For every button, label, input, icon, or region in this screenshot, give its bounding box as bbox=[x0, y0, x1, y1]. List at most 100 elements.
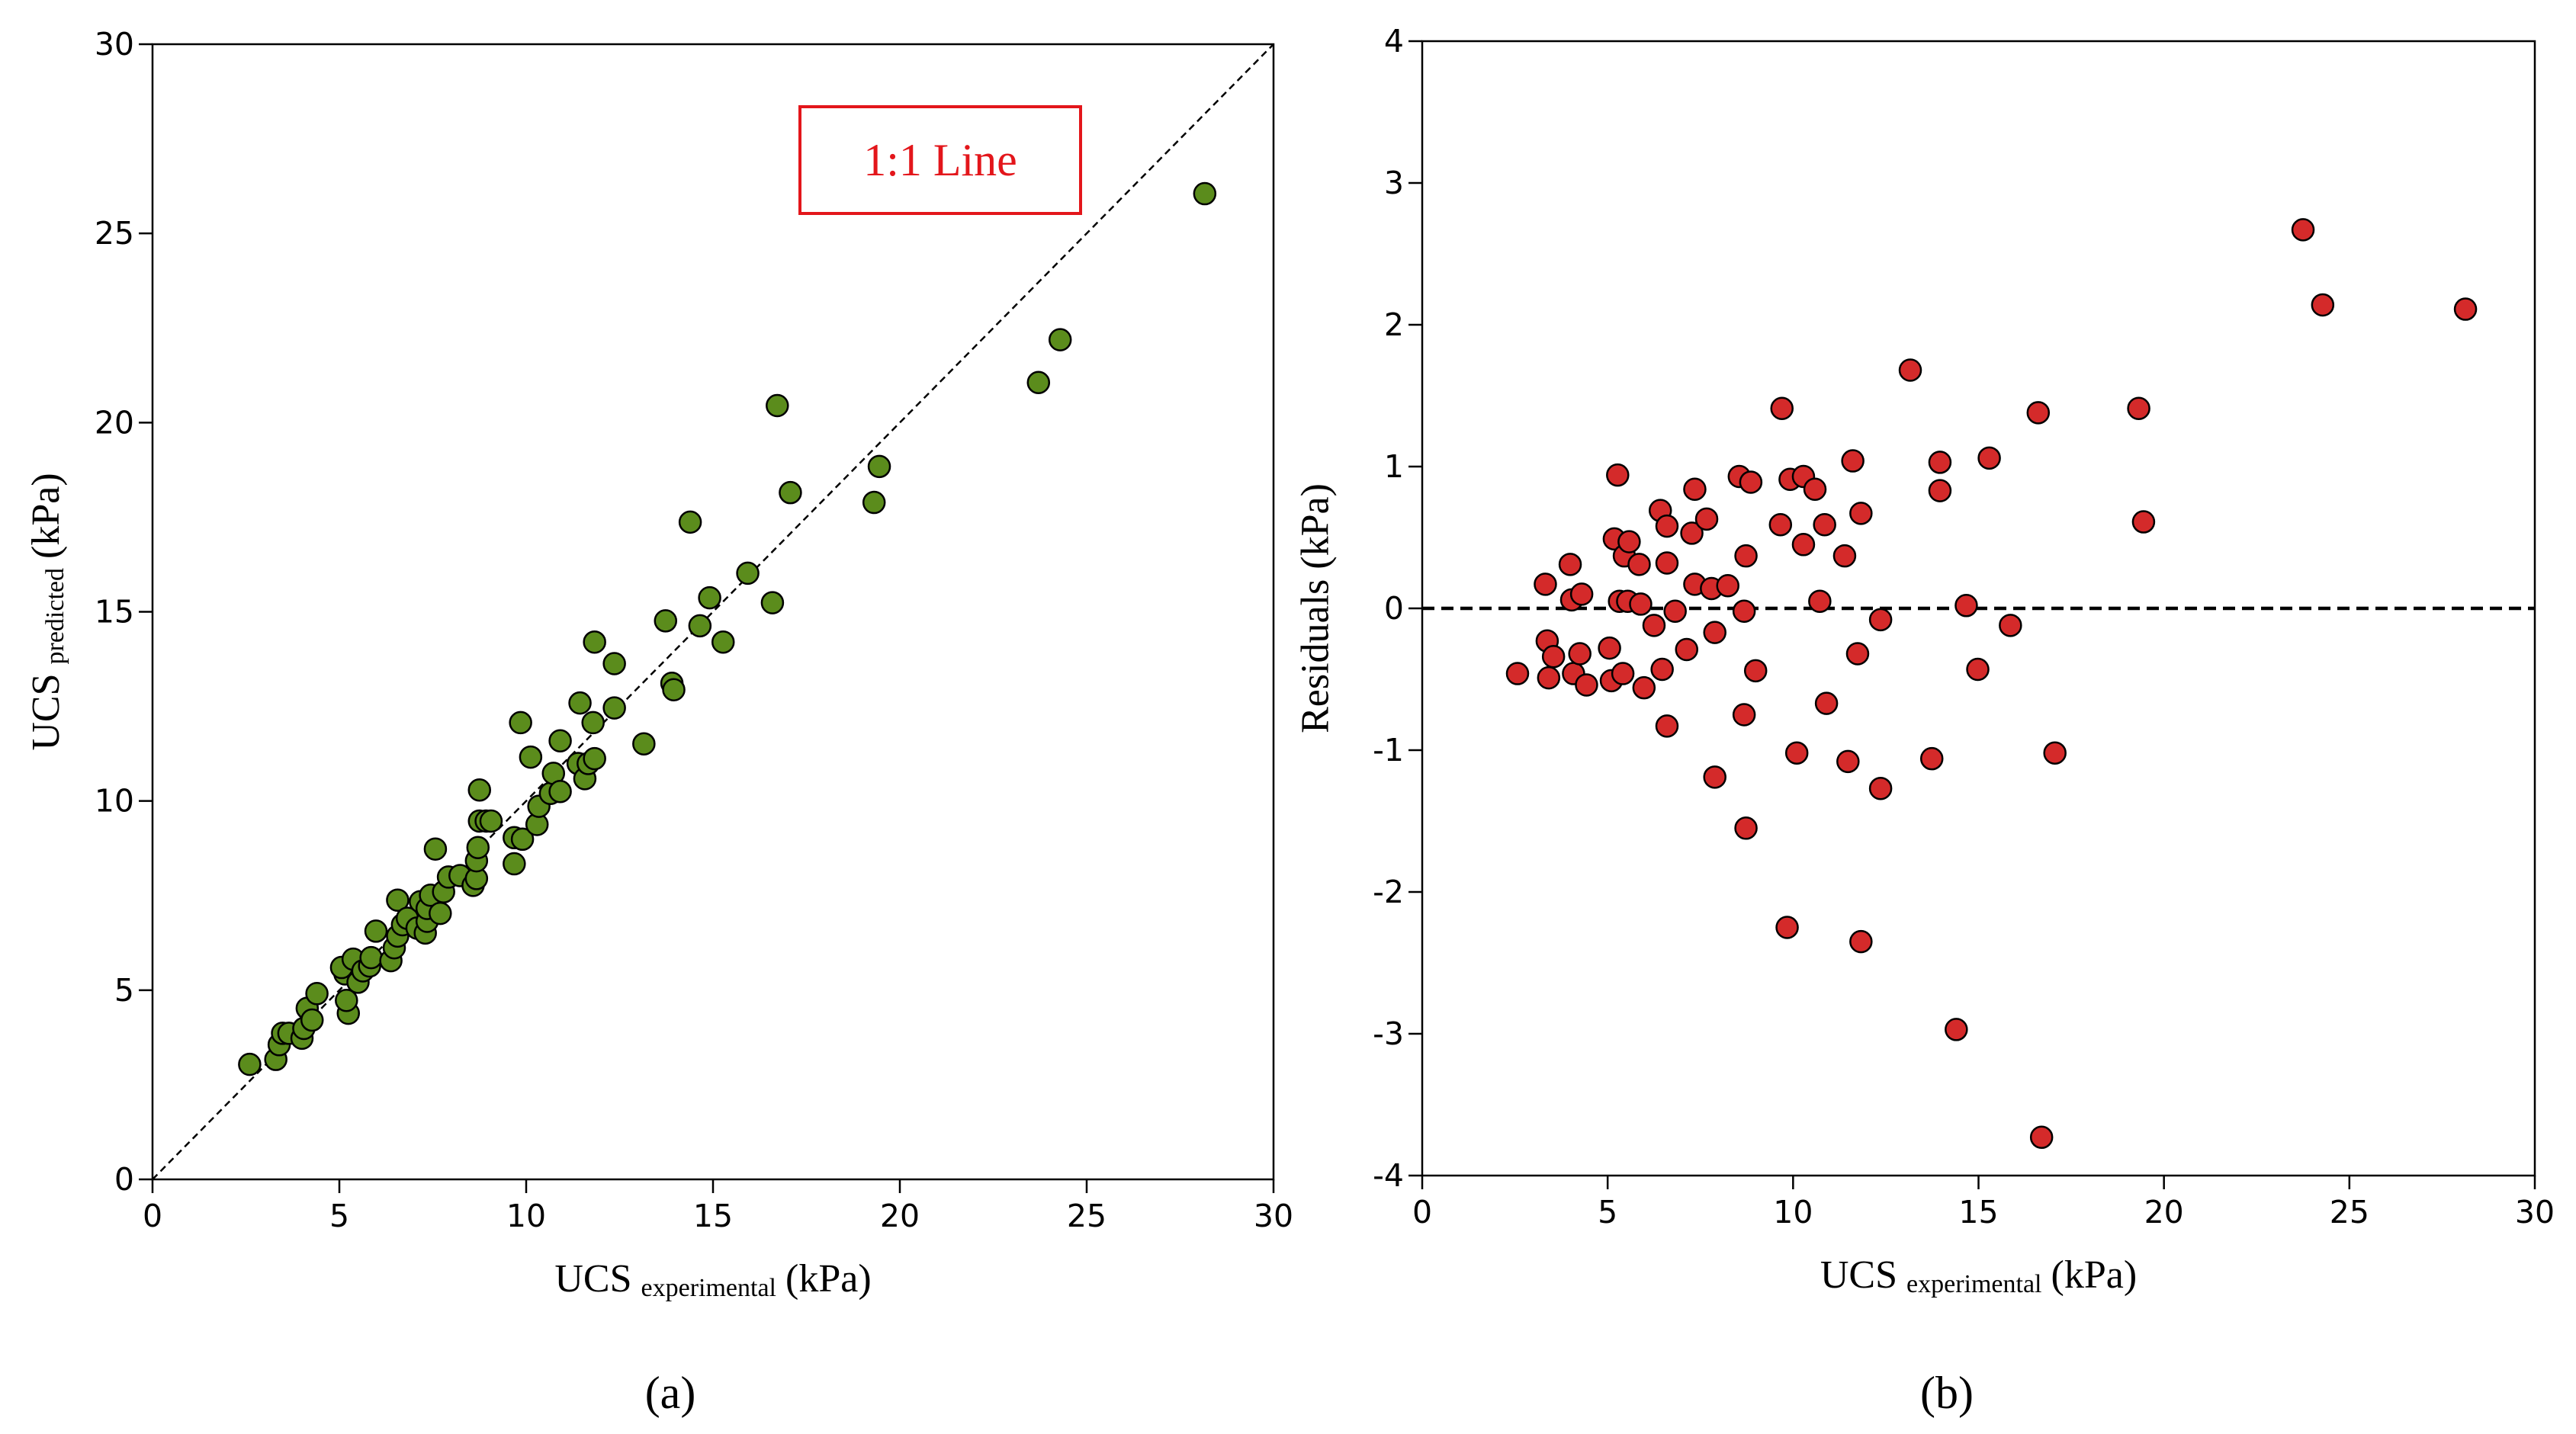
point bbox=[1808, 589, 1832, 613]
x-tick-label: 5 bbox=[1598, 1194, 1617, 1230]
point bbox=[1770, 396, 1794, 420]
point bbox=[1568, 642, 1592, 666]
point bbox=[1193, 181, 1217, 206]
point bbox=[1977, 446, 2001, 470]
point bbox=[1768, 513, 1793, 537]
point bbox=[1845, 642, 1870, 666]
point bbox=[1743, 659, 1768, 683]
point bbox=[1534, 573, 1557, 596]
point bbox=[1928, 451, 1952, 474]
y-axis-label: UCS predicted (kPa) bbox=[24, 473, 69, 750]
point bbox=[238, 1052, 262, 1076]
y-tick-label: 0 bbox=[114, 1161, 134, 1198]
point bbox=[581, 711, 605, 735]
point bbox=[335, 988, 358, 1012]
x-tick-label: 25 bbox=[1067, 1198, 1107, 1234]
point bbox=[2127, 396, 2150, 420]
point bbox=[364, 919, 388, 943]
point bbox=[1663, 599, 1687, 623]
x-axis-label-unit: (kPa) bbox=[785, 1257, 872, 1301]
point bbox=[1966, 657, 1990, 682]
point bbox=[2453, 297, 2478, 321]
point bbox=[1919, 746, 1944, 771]
point bbox=[466, 836, 490, 859]
point bbox=[1627, 553, 1651, 576]
y-axis-label: Residuals (kPa) bbox=[1294, 483, 1338, 733]
point bbox=[1813, 513, 1836, 537]
y-tick-label: 3 bbox=[1384, 165, 1404, 201]
point bbox=[1703, 621, 1726, 644]
point bbox=[2043, 741, 2067, 765]
point bbox=[698, 585, 721, 610]
point bbox=[1675, 637, 1699, 662]
point bbox=[509, 711, 532, 735]
point bbox=[1575, 673, 1598, 697]
point bbox=[1868, 776, 1893, 800]
point bbox=[1945, 1018, 1968, 1041]
point bbox=[1784, 741, 1809, 765]
point bbox=[2291, 218, 2315, 242]
x-axis-label-main: UCS bbox=[1820, 1253, 1897, 1297]
point bbox=[711, 630, 735, 654]
point bbox=[503, 852, 526, 876]
point bbox=[1703, 765, 1726, 789]
point bbox=[1716, 573, 1739, 598]
point bbox=[1558, 553, 1582, 576]
point bbox=[2311, 293, 2335, 317]
point bbox=[423, 837, 448, 861]
point bbox=[583, 630, 606, 654]
point bbox=[359, 945, 383, 970]
point bbox=[479, 809, 503, 833]
x-tick-label: 15 bbox=[1958, 1194, 1998, 1230]
point bbox=[1732, 599, 1756, 623]
point bbox=[1598, 636, 1621, 660]
point bbox=[548, 729, 572, 752]
point bbox=[1832, 544, 1857, 568]
point bbox=[1954, 594, 1978, 618]
panel-label: (a) bbox=[645, 1368, 696, 1418]
x-axis-label-sub: experimental bbox=[641, 1274, 776, 1302]
y-tick-label: 2 bbox=[1384, 306, 1404, 343]
x-tick-label: 20 bbox=[880, 1198, 920, 1234]
point bbox=[1650, 657, 1674, 682]
point bbox=[766, 393, 789, 418]
x-axis-label-main: UCS bbox=[554, 1257, 631, 1301]
point bbox=[1505, 662, 1530, 685]
y-tick-label: -4 bbox=[1373, 1157, 1404, 1194]
point bbox=[2131, 510, 2156, 534]
annotation: 1:1 Line bbox=[863, 135, 1017, 185]
point bbox=[1632, 675, 1656, 700]
point bbox=[1642, 614, 1666, 637]
point bbox=[1868, 608, 1893, 632]
point bbox=[1814, 691, 1839, 715]
x-tick-label: 15 bbox=[693, 1198, 733, 1234]
point bbox=[1734, 544, 1758, 568]
point bbox=[779, 480, 802, 505]
y-tick-label: 4 bbox=[1384, 23, 1404, 59]
y-tick-label: -2 bbox=[1373, 874, 1404, 910]
point bbox=[760, 591, 785, 614]
point bbox=[510, 827, 535, 852]
x-axis-label-unit: (kPa) bbox=[2051, 1253, 2138, 1297]
point bbox=[1898, 358, 1922, 382]
y-tick-label: 10 bbox=[95, 783, 134, 820]
point bbox=[1841, 449, 1865, 473]
point bbox=[1611, 662, 1635, 685]
x-tick-label: 30 bbox=[2515, 1194, 2555, 1230]
x-tick-label: 30 bbox=[1254, 1198, 1293, 1234]
x-tick-label: 5 bbox=[329, 1198, 349, 1234]
point bbox=[2026, 401, 2051, 425]
point bbox=[300, 1008, 324, 1032]
point bbox=[1928, 479, 1952, 502]
y-tick-label: 30 bbox=[95, 26, 134, 63]
point bbox=[1655, 714, 1679, 738]
y-axis-label-unit: (kPa) bbox=[24, 473, 68, 559]
x-tick-label: 10 bbox=[1773, 1194, 1813, 1230]
point bbox=[305, 982, 329, 1006]
panel-label: (b) bbox=[1920, 1368, 1974, 1418]
y-tick-label: -3 bbox=[1373, 1015, 1404, 1052]
point bbox=[654, 609, 678, 633]
point bbox=[1836, 749, 1860, 774]
point bbox=[678, 510, 702, 534]
